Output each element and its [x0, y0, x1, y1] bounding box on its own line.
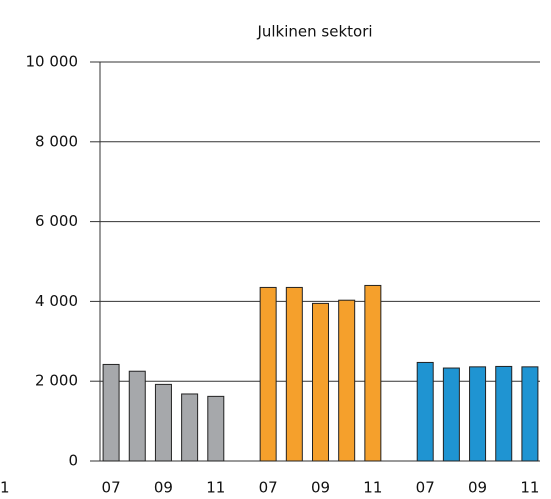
bar: [285, 286, 303, 462]
chart-title: Julkinen sektori: [256, 23, 372, 41]
bar: [207, 395, 225, 462]
bar: [495, 365, 513, 462]
bar: [416, 361, 434, 462]
x-tick-label: 09: [311, 479, 330, 497]
x-tick-label: 09: [154, 479, 173, 497]
bar: [442, 367, 460, 462]
bar: [469, 366, 487, 462]
x-tick-label: 11: [520, 479, 539, 497]
bar: [521, 366, 539, 462]
x-tick-label: 07: [102, 479, 121, 497]
bar: [181, 393, 199, 462]
y-tick-label: 4 000: [35, 292, 78, 310]
bar: [364, 284, 382, 462]
y-tick-label: 6 000: [35, 212, 78, 230]
x-tick-label: 07: [416, 479, 435, 497]
bar: [102, 363, 120, 462]
y-tick-label: 2 000: [35, 372, 78, 390]
annotation: 1: [0, 479, 10, 497]
bar: [154, 383, 172, 462]
bar: [128, 370, 146, 462]
x-tick-label: 11: [206, 479, 225, 497]
x-tick-label: 11: [363, 479, 382, 497]
bar: [338, 299, 356, 462]
bar: [259, 286, 277, 462]
x-tick-label: 09: [468, 479, 487, 497]
x-tick-label: 07: [259, 479, 278, 497]
y-tick-label: 8 000: [35, 132, 78, 150]
bar: [312, 302, 329, 462]
y-tick-label: 10 000: [26, 53, 79, 71]
y-tick-label: 0: [68, 452, 78, 470]
